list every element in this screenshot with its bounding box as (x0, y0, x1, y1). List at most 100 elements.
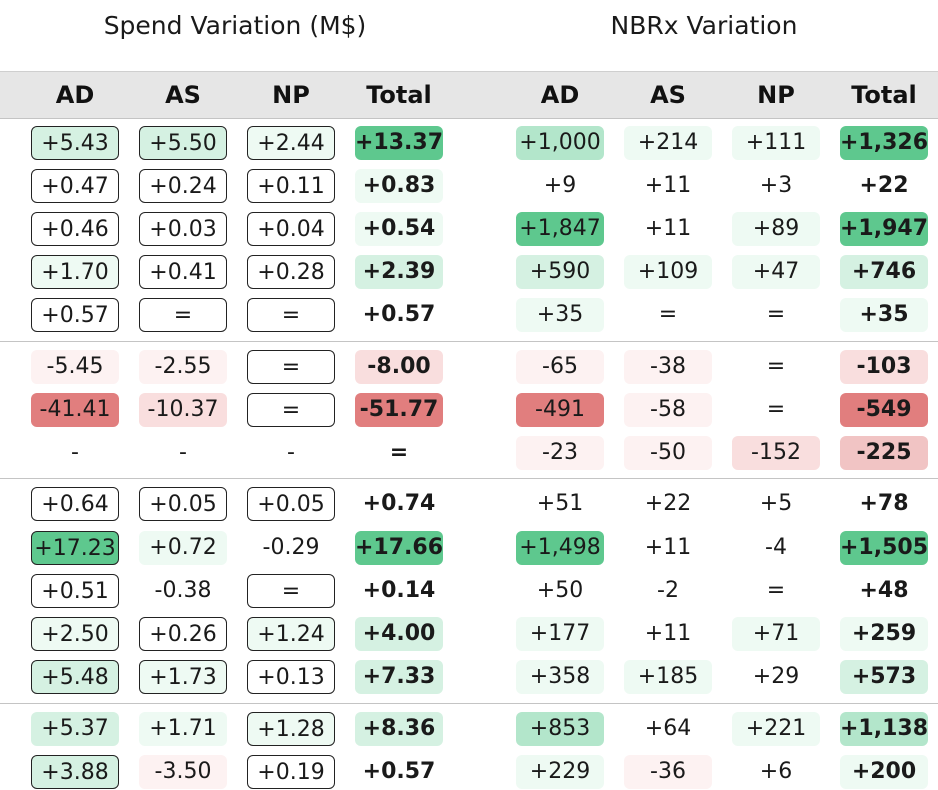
spend-total-cell: = (389, 440, 409, 465)
nbrx-as-cell: +185 (624, 660, 712, 694)
spend-total-cell: +0.57 (362, 302, 436, 327)
spend-as-cell: +0.26 (139, 617, 227, 651)
spend-as-cell: +1.71 (139, 712, 227, 746)
spend-as-cell: +5.50 (139, 126, 227, 160)
spend-total-cell: +0.14 (362, 578, 436, 603)
spend-ad-cell: +0.47 (31, 169, 119, 203)
nbrx-as-cell: +11 (644, 216, 692, 241)
nbrx-np-cell: +89 (732, 212, 820, 246)
spend-as-cell: +0.03 (139, 212, 227, 246)
nbrx-as-cell: -2 (657, 578, 679, 603)
spend-as-cell: = (139, 298, 227, 332)
spend-total-cell: +13.37 (355, 126, 443, 160)
nbrx-ad-cell: +9 (543, 173, 577, 198)
nbrx-ad-cell: +1,847 (516, 212, 604, 246)
spend-ad-cell: +3.88 (31, 755, 119, 789)
nbrx-as-cell: = (658, 302, 678, 327)
nbrx-total-cell: +22 (859, 173, 909, 198)
spend-np-cell: +0.28 (247, 255, 335, 289)
spend-total-cell: -8.00 (355, 350, 443, 384)
nbrx-np-cell: = (766, 302, 786, 327)
spend-total-cell: -51.77 (355, 393, 443, 427)
nbrx-ad-cell: +177 (516, 617, 604, 651)
nbrx-ad-cell: +51 (536, 491, 584, 516)
spend-total-cell: +0.57 (362, 759, 436, 784)
nbrx-np-cell: = (766, 397, 786, 422)
spend-ad-cell: +0.64 (31, 487, 119, 521)
nbrx-total-cell: +48 (859, 578, 909, 603)
spend-np-cell: = (247, 298, 335, 332)
spend-header-ad: AD (55, 81, 95, 109)
nbrx-np-cell: +5 (759, 491, 793, 516)
spend-ad-cell: +0.57 (31, 298, 119, 332)
spend-np-cell: +0.11 (247, 169, 335, 203)
spend-as-cell: -3.50 (139, 755, 227, 789)
nbrx-total-cell: +78 (859, 491, 909, 516)
nbrx-total-cell: +1,138 (840, 712, 928, 746)
nbrx-as-cell: +11 (644, 621, 692, 646)
nbrx-total-cell: -103 (840, 350, 928, 384)
group-divider (0, 478, 938, 479)
nbrx-as-cell: +109 (624, 255, 712, 289)
nbrx-np-cell: +47 (732, 255, 820, 289)
spend-header-total: Total (366, 81, 432, 109)
nbrx-ad-cell: +590 (516, 255, 604, 289)
spend-as-cell: -2.55 (139, 350, 227, 384)
nbrx-total-cell: +200 (840, 755, 928, 789)
spend-np-cell: = (247, 393, 335, 427)
nbrx-as-cell: -50 (624, 436, 712, 470)
spend-ad-cell: +0.51 (31, 574, 119, 608)
nbrx-ad-cell: -65 (516, 350, 604, 384)
spend-ad-cell: -41.41 (31, 393, 119, 427)
spend-as-cell: +0.41 (139, 255, 227, 289)
spend-total-cell: +0.54 (355, 212, 443, 246)
nbrx-header-np: NP (757, 81, 795, 109)
nbrx-np-cell: -4 (765, 535, 787, 560)
spend-ad-cell: +1.70 (31, 255, 119, 289)
spend-np-cell: -0.29 (262, 535, 320, 560)
nbrx-np-cell: +6 (759, 759, 793, 784)
nbrx-total-cell: +259 (840, 617, 928, 651)
spend-as-cell: +0.05 (139, 487, 227, 521)
nbrx-np-cell: +29 (752, 664, 800, 689)
spend-total-cell: +0.74 (362, 491, 436, 516)
nbrx-as-cell: +64 (644, 716, 692, 741)
nbrx-total-cell: +1,505 (840, 531, 928, 565)
spend-as-cell: +1.73 (139, 660, 227, 694)
nbrx-header-ad: AD (540, 81, 580, 109)
nbrx-ad-cell: +229 (516, 755, 604, 789)
spend-ad-cell: +5.43 (31, 126, 119, 160)
spend-as-cell: - (179, 440, 187, 465)
nbrx-total-cell: +746 (840, 255, 928, 289)
nbrx-total-cell: -225 (840, 436, 928, 470)
nbrx-header-as: AS (650, 81, 686, 109)
nbrx-ad-cell: +1,498 (516, 531, 604, 565)
spend-ad-cell: +0.46 (31, 212, 119, 246)
group-divider (0, 118, 938, 119)
spend-ad-cell: +5.48 (31, 660, 119, 694)
spend-np-cell: +1.24 (247, 617, 335, 651)
nbrx-total-cell: +1,326 (840, 126, 928, 160)
spend-ad-cell: -5.45 (31, 350, 119, 384)
spend-np-cell: +2.44 (247, 126, 335, 160)
nbrx-total-cell: +573 (840, 660, 928, 694)
nbrx-header-total: Total (851, 81, 917, 109)
spend-total-cell: +17.66 (355, 531, 443, 565)
nbrx-np-cell: = (766, 578, 786, 603)
nbrx-np-cell: +71 (732, 617, 820, 651)
spend-np-cell: +0.04 (247, 212, 335, 246)
nbrx-as-cell: +22 (644, 491, 692, 516)
nbrx-np-cell: +111 (732, 126, 820, 160)
spend-np-cell: = (247, 350, 335, 384)
spend-np-cell: +0.13 (247, 660, 335, 694)
nbrx-as-cell: +11 (644, 173, 692, 198)
spend-ad-cell: +17.23 (31, 531, 119, 565)
spend-header-as: AS (165, 81, 201, 109)
nbrx-ad-cell: +853 (516, 712, 604, 746)
nbrx-as-cell: +214 (624, 126, 712, 160)
nbrx-as-cell: -58 (624, 393, 712, 427)
nbrx-ad-cell: -23 (516, 436, 604, 470)
spend-np-cell: = (247, 574, 335, 608)
nbrx-total-cell: +1,947 (840, 212, 928, 246)
nbrx-as-cell: -38 (624, 350, 712, 384)
